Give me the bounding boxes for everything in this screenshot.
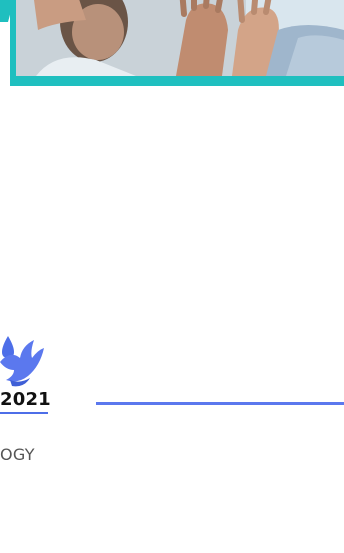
accent-divider-line [96, 402, 344, 405]
hero-photo [16, 0, 344, 76]
year-underline [0, 412, 48, 414]
teal-corner-accent [0, 0, 14, 22]
event-year: 2021 [0, 389, 51, 410]
event-category-text: OGY [0, 445, 35, 464]
people-high-five-illustration [16, 0, 344, 76]
blue-bird-drop-logo-icon [0, 336, 44, 387]
hero-image-frame [10, 0, 344, 86]
